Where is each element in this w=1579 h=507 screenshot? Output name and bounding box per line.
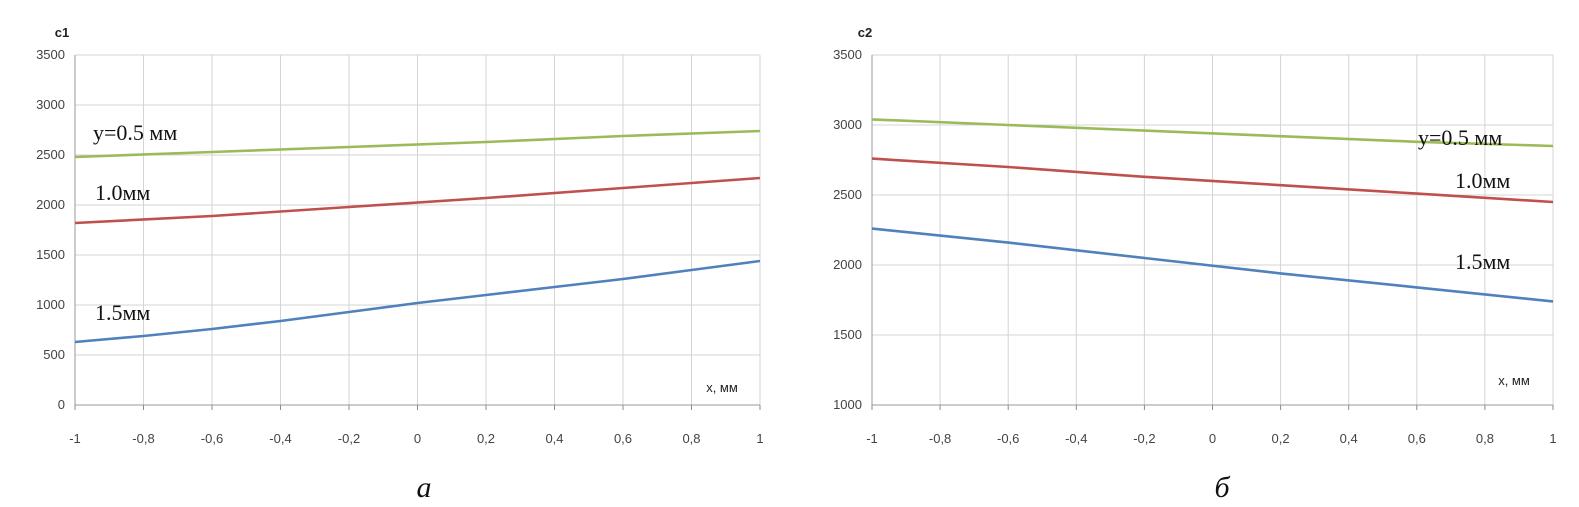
x-axis-title: x, мм [1498,373,1530,388]
series-label: 1.5мм [95,300,150,325]
y-axis-title: c1 [55,25,69,40]
series-label: 1.0мм [1455,168,1510,193]
x-tick-label: 0 [1209,431,1216,446]
x-tick-label: -1 [69,431,81,446]
y-tick-label: 2000 [36,197,65,212]
y-tick-label: 2500 [833,187,862,202]
x-tick-label: 0,4 [1340,431,1358,446]
x-tick-label: 0,8 [682,431,700,446]
x-tick-label: -0,2 [1133,431,1155,446]
x-tick-label: -0,6 [201,431,223,446]
y-tick-label: 3500 [833,47,862,62]
y-tick-label: 3000 [36,97,65,112]
x-tick-label: -0,2 [338,431,360,446]
chart-panel-b: 1000 1500 2000 2500 3000 3500 -1 -0,8 -0,6 -0,4 -0… [833,25,1557,504]
x-tick-label: 0,2 [477,431,495,446]
x-tick-label: 0,6 [1408,431,1426,446]
y-tick-label: 1000 [833,397,862,412]
y-tick-label: 0 [58,397,65,412]
series-line-1 [871,157,1554,204]
y-tick-label: 500 [43,347,65,362]
y-tick-label: 2000 [833,257,862,272]
x-tick-label: 1 [756,431,763,446]
y-tick-label: 3500 [36,47,65,62]
panel-label: б [1214,471,1230,504]
series-line-0 [871,118,1554,148]
x-tick-label: -1 [866,431,878,446]
x-tick-label: -0,4 [1065,431,1087,446]
x-tick-label: 0,2 [1272,431,1290,446]
series-line-1 [74,176,761,225]
panel-label: а [417,471,432,504]
x-tick-label: 0,4 [545,431,563,446]
series-line-2 [871,227,1554,303]
x-tick-label: -0,4 [269,431,291,446]
x-tick-label: 0,6 [614,431,632,446]
x-tick-label: 0 [414,431,421,446]
y-tick-label: 1000 [36,297,65,312]
x-tick-label: -0,8 [929,431,951,446]
x-tick-label: -0,6 [997,431,1019,446]
y-axis-title: c2 [858,25,872,40]
x-tick-label: 0,8 [1476,431,1494,446]
series-line-2 [74,259,761,344]
y-tick-label: 1500 [833,327,862,342]
y-tick-label: 2500 [36,147,65,162]
x-tick-label: 1 [1549,431,1556,446]
series-line-0 [74,129,761,159]
y-tick-label: 3000 [833,117,862,132]
series-label: y=0.5 мм [1418,125,1502,150]
series-label: 1.0мм [95,180,150,205]
series-label: y=0.5 мм [93,120,177,145]
chart-panel-a: 0 500 1000 1500 2000 2500 3000 3500 -1 -0,8 -0,6 -0… [36,25,764,504]
x-tick-label: -0,8 [132,431,154,446]
x-axis-title: x, мм [706,380,738,395]
y-tick-label: 1500 [36,247,65,262]
series-label: 1.5мм [1455,249,1510,274]
